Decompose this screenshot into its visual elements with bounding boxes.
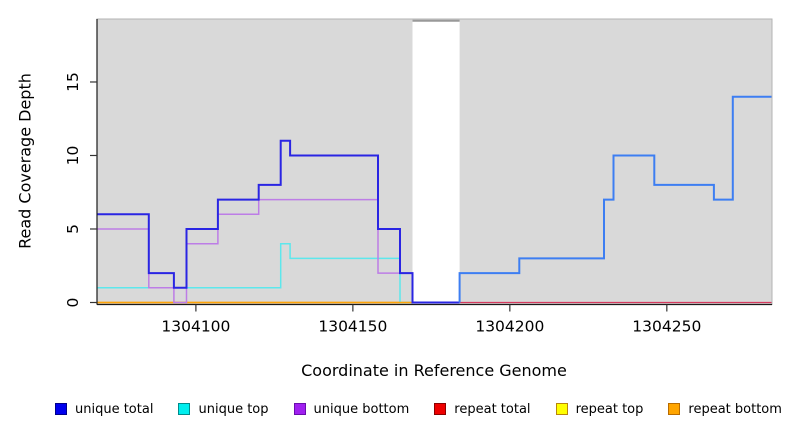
x-tick-label: 1304150 bbox=[318, 318, 387, 336]
series-unique-total bbox=[458, 95, 772, 303]
y-tick-label: 15 bbox=[64, 72, 82, 92]
legend-item-unique-top: unique top bbox=[178, 401, 269, 417]
legend-label: unique bottom bbox=[313, 401, 410, 417]
legend-swatch-repeat-total-icon bbox=[434, 403, 447, 415]
legend: unique total unique top unique bottom repea… bbox=[55, 398, 782, 420]
x-tick-label: 1304100 bbox=[161, 318, 230, 336]
legend-swatch-repeat-bottom-icon bbox=[668, 403, 681, 415]
y-tick-label: 5 bbox=[64, 224, 82, 234]
legend-item-unique-bottom: unique bottom bbox=[293, 401, 410, 417]
legend-swatch-unique-bottom-icon bbox=[293, 403, 306, 415]
legend-item-repeat-bottom: repeat bottom bbox=[668, 402, 782, 417]
series-unique-bottom bbox=[97, 198, 413, 304]
legend-item-unique-total: unique total bbox=[55, 402, 153, 417]
x-tick-label: 1304250 bbox=[632, 318, 701, 336]
legend-swatch-unique-top-icon bbox=[178, 403, 191, 415]
series-unique-top bbox=[97, 242, 413, 304]
legend-label: repeat bottom bbox=[688, 401, 782, 417]
legend-item-repeat-total: repeat total bbox=[434, 401, 531, 417]
x-axis-title: Coordinate in Reference Genome bbox=[301, 361, 567, 380]
legend-label: repeat top bbox=[575, 401, 644, 417]
legend-swatch-repeat-top-icon bbox=[555, 403, 568, 415]
series-unique-total bbox=[97, 139, 460, 304]
coverage-plot: 1304100 1304150 1304200 1304250 0 5 10 15 bbox=[64, 18, 773, 336]
y-axis-title: Read Coverage Depth bbox=[15, 73, 35, 249]
legend-item-repeat-top: repeat top bbox=[555, 401, 644, 417]
y-tick-label: 0 bbox=[64, 298, 82, 308]
y-tick-label: 10 bbox=[64, 146, 82, 166]
x-tick-label: 1304200 bbox=[475, 318, 544, 336]
legend-label: unique total bbox=[75, 401, 154, 417]
legend-label: unique top bbox=[198, 401, 269, 417]
legend-label: repeat total bbox=[454, 401, 531, 417]
masked-region bbox=[412, 20, 460, 305]
legend-swatch-unique-total-icon bbox=[55, 403, 67, 415]
